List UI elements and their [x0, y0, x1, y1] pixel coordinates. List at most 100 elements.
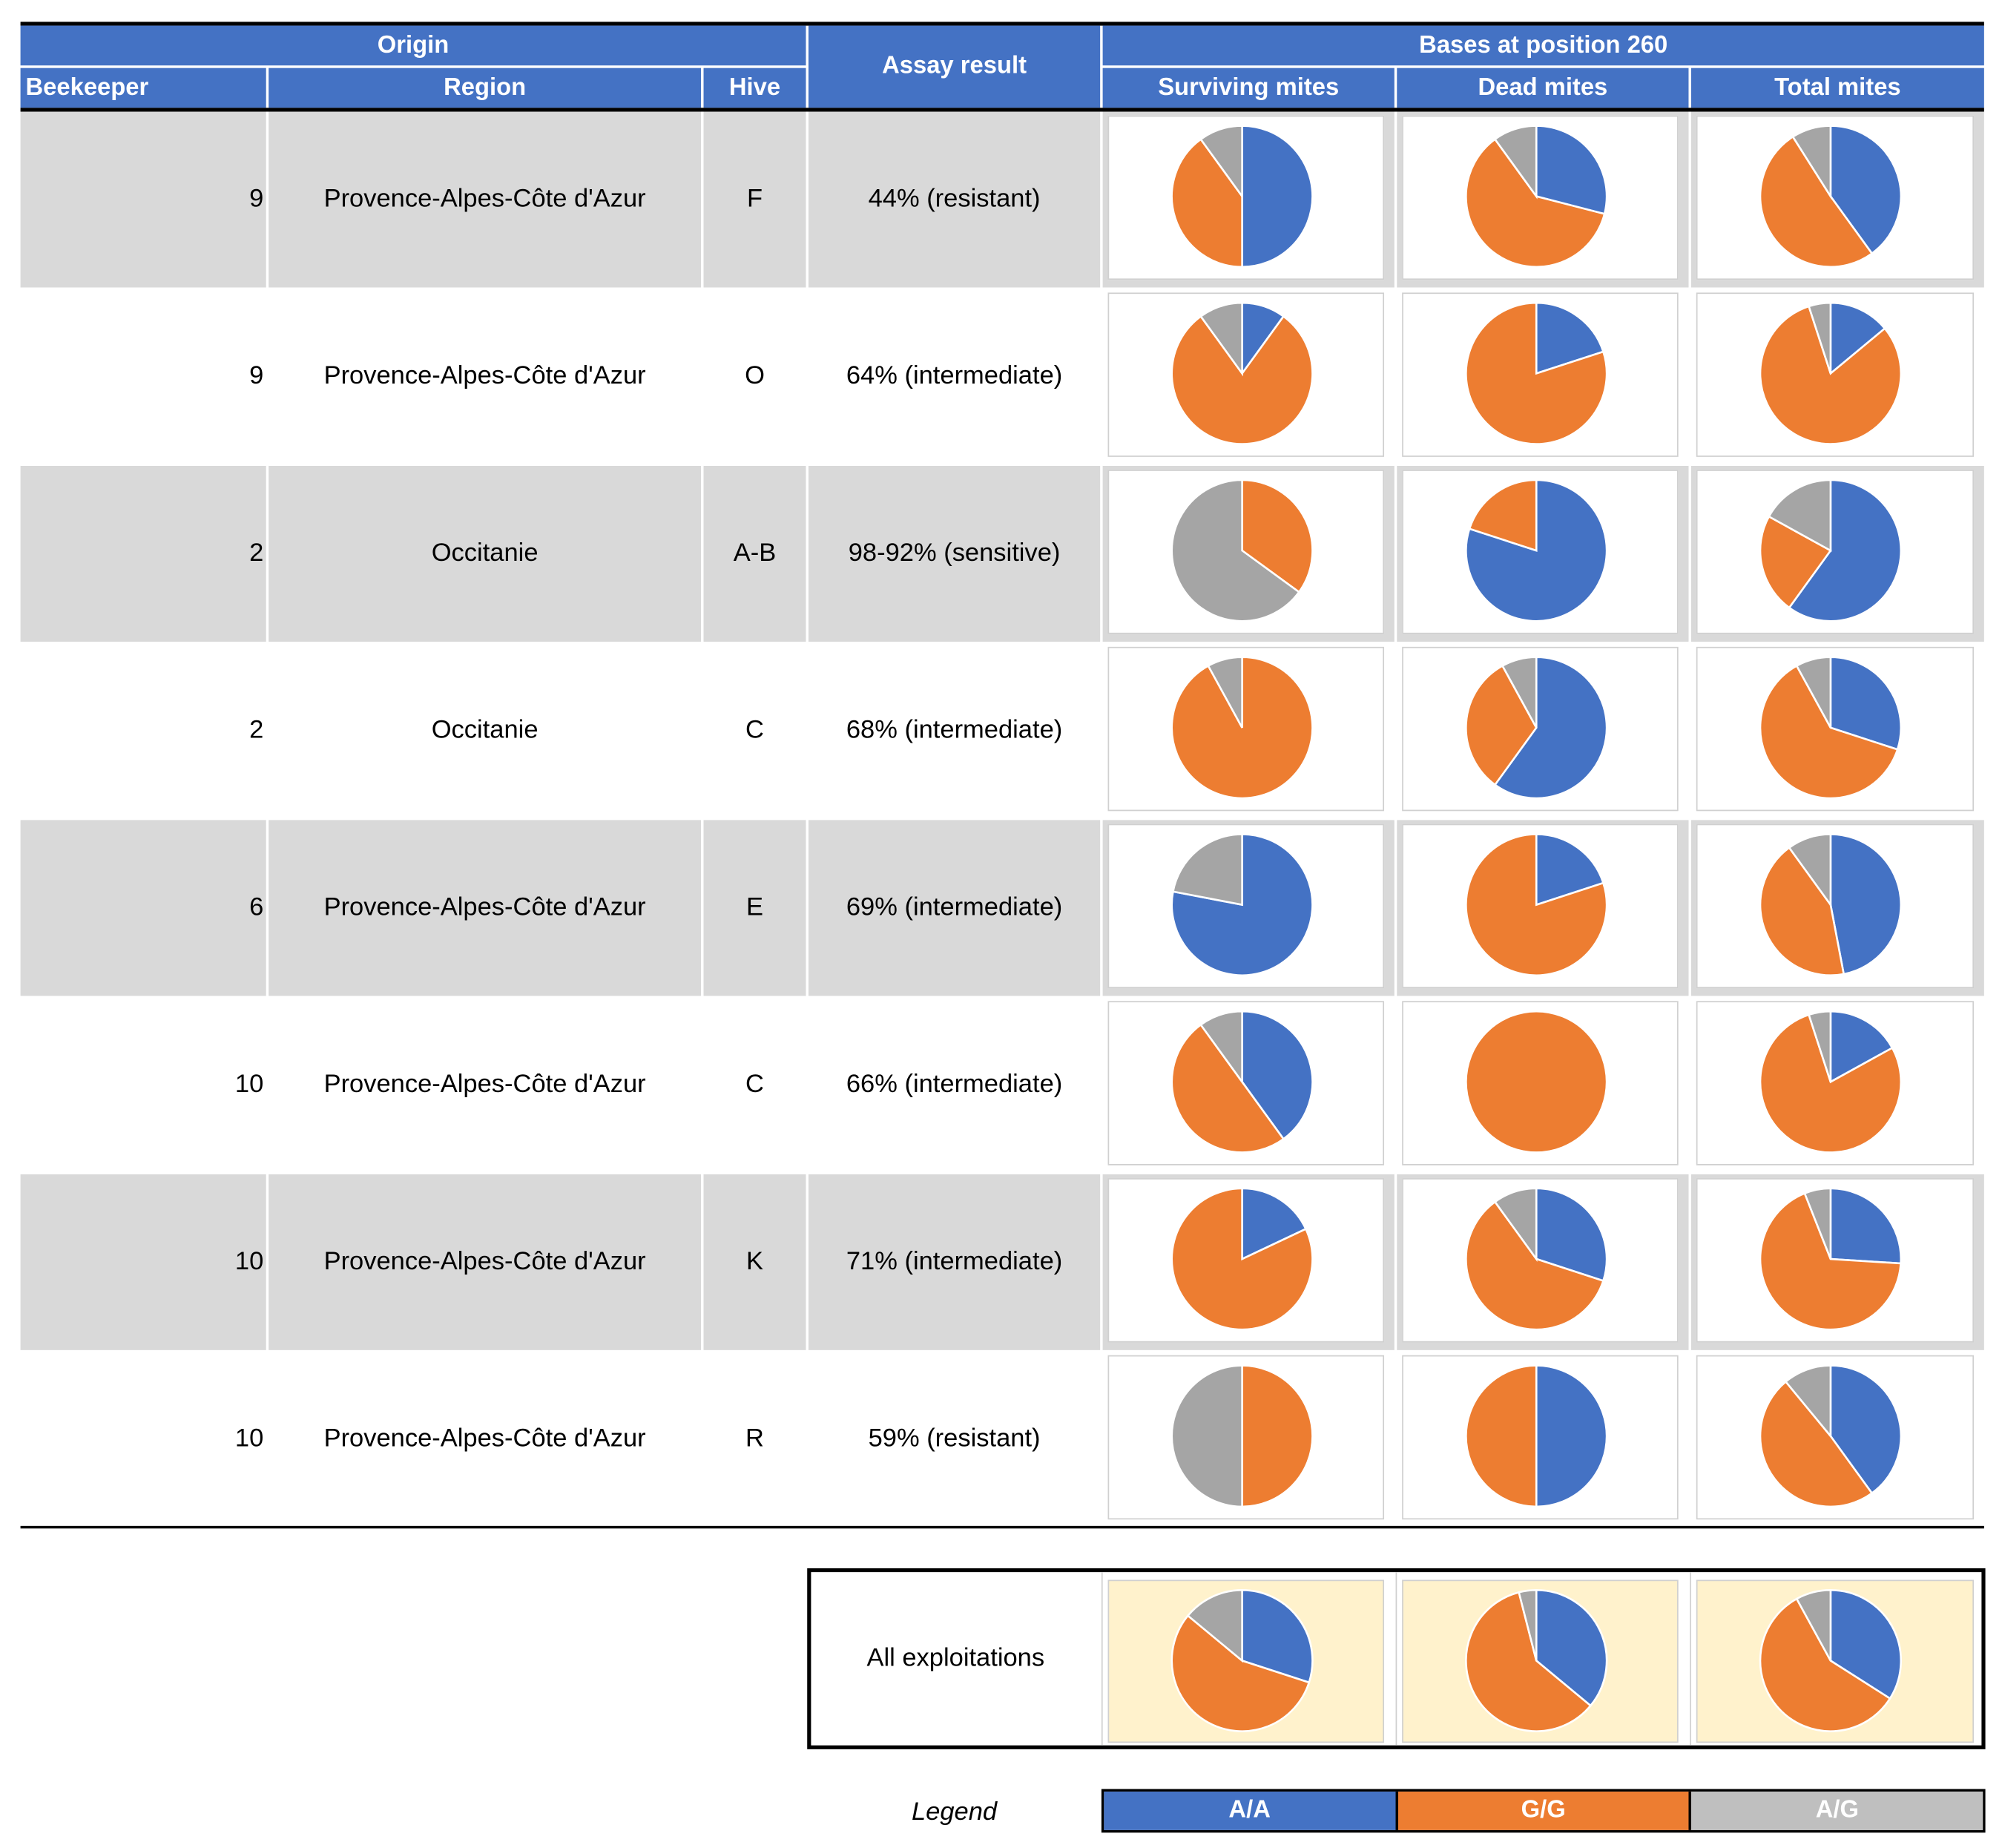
pie-slice-aa [1535, 833, 1605, 907]
pie-slice-ag [1199, 301, 1243, 377]
pie-slice-gg [1759, 515, 1832, 609]
pie-slice-gg [1241, 1364, 1314, 1508]
summary-pie-total [1759, 1589, 1902, 1732]
top-rule [20, 22, 1984, 26]
pie-slice-ag [1501, 656, 1538, 729]
pie-slice-aa [1241, 1010, 1314, 1141]
pie-chart-surviving [1170, 125, 1314, 269]
pie-slice-aa [1788, 479, 1903, 622]
assay-cell: 64% (intermediate) [846, 361, 1063, 390]
pie-chart-surviving [1170, 479, 1314, 622]
pie-slice-ag [1493, 1187, 1538, 1263]
pie-slice-ag [1186, 1589, 1243, 1663]
pie-slice-aa [1535, 1364, 1608, 1508]
pie-slice-ag [1795, 1589, 1832, 1662]
hive-cell: F [703, 111, 806, 288]
pie-slice-ag [1493, 125, 1538, 200]
pie-slice-ag [1807, 301, 1832, 374]
summary-box [807, 1568, 1986, 1749]
region-cell: Provence-Alpes-Côte d'Azur [269, 1174, 702, 1350]
pie-slice-ag [1170, 1364, 1243, 1508]
beekeeper-cell: 10 [234, 1070, 264, 1099]
pie-slice-ag [1768, 479, 1832, 553]
pie-slice-aa [1829, 1187, 1903, 1265]
pie-slice-gg [1465, 1591, 1593, 1732]
pie-slice-gg [1465, 1200, 1605, 1331]
hive-cell: C [745, 716, 764, 745]
region-cell: Provence-Alpes-Côte d'Azur [269, 111, 702, 288]
pie-slice-ag [1199, 1010, 1243, 1085]
header-dead: Dead mites [1397, 68, 1689, 108]
pie-slice-ag [1791, 125, 1832, 200]
header-region: Region [269, 68, 702, 108]
beekeeper-cell: 10 [234, 1424, 264, 1453]
legend-ag: A/G [1691, 1791, 1983, 1830]
beekeeper-cell: 10 [20, 1174, 266, 1350]
pie-chart-total [1759, 833, 1903, 977]
pie-chart-dead [1465, 125, 1608, 269]
pie-chart-dead [1465, 1010, 1608, 1154]
pie-chart-surviving [1170, 1010, 1314, 1154]
pie-chart-total [1759, 125, 1903, 269]
pie-slice-gg [1465, 1010, 1608, 1154]
region-cell: Provence-Alpes-Côte d'Azur [269, 820, 702, 996]
pie-slice-gg [1759, 1597, 1891, 1732]
header-assay: Assay result [808, 25, 1101, 108]
pie-slice-aa [1829, 1010, 1894, 1084]
pie-slice-gg [1759, 1191, 1902, 1331]
header-rule [20, 108, 1984, 112]
summary-pie-surviving [1170, 1589, 1314, 1732]
beekeeper-cell: 9 [20, 111, 266, 288]
pie-chart-dead [1465, 1187, 1608, 1331]
pie-slice-aa [1241, 1187, 1308, 1261]
region-cell: Provence-Alpes-Côte d'Azur [323, 361, 646, 390]
legend-gg: G/G [1397, 1791, 1692, 1830]
header-beekeeper: Beekeeper [20, 68, 266, 108]
region-cell: Provence-Alpes-Côte d'Azur [323, 1424, 646, 1453]
pie-slice-gg [1465, 1364, 1538, 1508]
pie-slice-gg [1759, 305, 1903, 445]
pie-slice-gg [1465, 833, 1608, 977]
pie-chart-total [1759, 479, 1903, 622]
header-bases: Bases at position 260 [1102, 25, 1984, 66]
hive-cell: A-B [703, 465, 806, 642]
hive-cell: R [745, 1424, 764, 1453]
pie-slice-gg [1465, 301, 1608, 445]
header-hive: Hive [703, 68, 806, 108]
bottom-rule [20, 1525, 1984, 1529]
pie-slice-gg [1170, 315, 1314, 445]
pie-slice-aa [1241, 125, 1314, 269]
pie-chart-dead [1465, 479, 1608, 622]
assay-cell: 44% (resistant) [808, 111, 1101, 288]
pie-chart-total [1759, 656, 1903, 800]
pie-slice-aa [1535, 1589, 1608, 1707]
assay-cell: 71% (intermediate) [808, 1174, 1101, 1350]
pie-chart-dead [1465, 833, 1608, 977]
pie-slice-gg [1170, 1023, 1285, 1154]
region-cell: Occitanie [269, 465, 702, 642]
header-origin: Origin [20, 25, 806, 66]
assay-cell: 59% (resistant) [868, 1424, 1041, 1453]
header-surviving: Surviving mites [1102, 68, 1395, 108]
pie-slice-ag [1171, 833, 1243, 907]
pie-slice-gg [1170, 137, 1243, 269]
legend-title: Legend [911, 1797, 998, 1826]
pie-slice-gg [1759, 135, 1874, 269]
assay-cell: 98-92% (sensitive) [808, 465, 1101, 642]
summary-pie-dead [1465, 1589, 1608, 1732]
pie-chart-total [1759, 1364, 1903, 1508]
pie-chart-total [1759, 1187, 1903, 1331]
pie-slice-aa [1829, 125, 1903, 255]
assay-cell: 66% (intermediate) [846, 1070, 1063, 1099]
pie-slice-gg [1170, 1614, 1311, 1732]
pie-slice-gg [1759, 1013, 1903, 1154]
pie-slice-aa [1829, 656, 1903, 751]
summary-label: All exploitations [866, 1644, 1045, 1673]
pie-slice-aa [1829, 301, 1886, 376]
pie-chart-total [1759, 301, 1903, 445]
hive-cell: E [703, 820, 806, 996]
region-cell: Occitanie [431, 716, 539, 745]
summary-divider [1395, 1572, 1397, 1746]
pie-slice-aa [1829, 833, 1903, 976]
